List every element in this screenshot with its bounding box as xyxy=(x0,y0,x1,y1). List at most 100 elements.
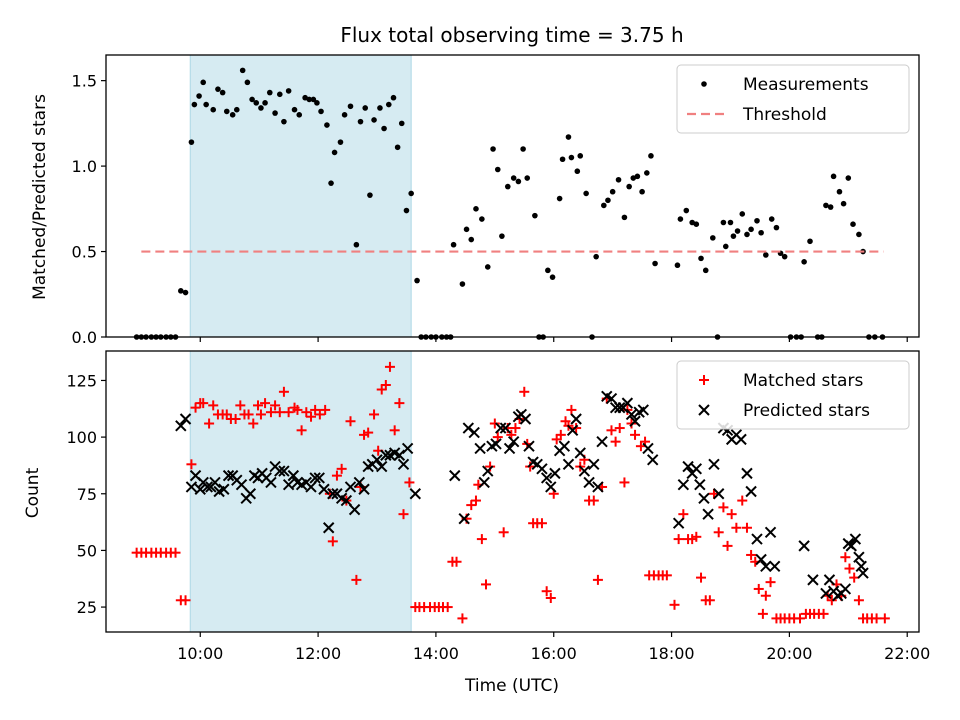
measurement-point xyxy=(249,96,255,103)
measurement-point xyxy=(720,219,727,226)
measurement-point xyxy=(727,219,734,226)
predicted-star-point xyxy=(185,481,198,493)
matched-star-point xyxy=(737,495,748,506)
predicted-star-point xyxy=(574,447,586,459)
predicted-star-point xyxy=(175,420,187,432)
measurement-point xyxy=(634,173,641,180)
predicted-star-point xyxy=(637,404,649,416)
predicted-star-point xyxy=(755,553,767,566)
y-tick-label: 75 xyxy=(77,485,97,504)
predicted-star-point xyxy=(540,472,553,484)
x-tick-label: 20:00 xyxy=(766,644,812,663)
predicted-star-point xyxy=(474,442,486,455)
predicted-star-point xyxy=(629,415,641,427)
measurement-point xyxy=(621,214,628,221)
measurement-point xyxy=(577,153,584,159)
predicted-star-point xyxy=(322,522,335,534)
measurement-point xyxy=(515,178,522,185)
y-tick-label: 1.5 xyxy=(72,72,97,91)
predicted-star-point xyxy=(677,478,690,491)
matched-star-point xyxy=(614,423,625,434)
legend-matched-marker xyxy=(699,375,709,385)
measurement-point xyxy=(337,139,344,145)
measurement-point xyxy=(310,96,317,103)
y-tick-label: 25 xyxy=(77,598,97,617)
top-y-axis-label: Matched/Predicted stars xyxy=(30,94,50,300)
measurement-point xyxy=(510,175,517,181)
measurement-point xyxy=(233,106,240,113)
measurement-point xyxy=(324,122,330,128)
measurement-point xyxy=(371,117,377,123)
matched-star-point xyxy=(610,436,621,447)
measurement-point xyxy=(807,238,813,245)
predicted-star-point xyxy=(592,481,604,493)
measurement-point xyxy=(381,125,387,132)
measurement-point xyxy=(463,226,470,233)
measurement-point xyxy=(565,134,572,140)
matched-star-point xyxy=(844,563,855,574)
matched-star-point xyxy=(545,593,556,604)
predicted-star-point xyxy=(449,469,461,482)
measurement-point xyxy=(196,93,202,99)
predicted-star-point xyxy=(490,438,502,450)
measurement-point xyxy=(385,101,392,108)
matched-star-point xyxy=(389,425,400,436)
legend-box xyxy=(676,360,910,430)
predicted-star-point xyxy=(621,397,634,409)
matched-star-point xyxy=(314,409,325,420)
observing-window-highlight xyxy=(189,54,412,338)
matched-star-point xyxy=(270,400,281,411)
measurement-point xyxy=(504,183,511,190)
measurement-point xyxy=(520,146,526,152)
matched-star-point xyxy=(536,518,547,529)
predicted-star-point xyxy=(458,512,470,525)
legend-entry-label: Threshold xyxy=(742,105,827,125)
predicted-star-point xyxy=(642,442,654,455)
measurement-point xyxy=(545,267,551,274)
predicted-star-point xyxy=(712,488,725,500)
measurement-point xyxy=(850,221,856,227)
predicted-star-point xyxy=(344,481,357,493)
measurement-point xyxy=(601,202,607,209)
matched-star-point xyxy=(718,502,729,513)
predicted-star-point xyxy=(570,413,582,425)
predicted-star-point xyxy=(672,517,685,529)
measurement-point xyxy=(468,236,475,243)
measurement-point xyxy=(710,235,716,241)
measurement-point xyxy=(341,112,348,118)
matched-star-point xyxy=(230,413,241,424)
y-tick-label: 0.0 xyxy=(72,328,97,347)
measurement-point xyxy=(314,100,320,106)
predicted-star-point xyxy=(313,472,325,484)
measurement-point xyxy=(203,101,209,108)
predicted-star-point xyxy=(760,560,772,572)
predicted-star-point xyxy=(735,433,747,446)
measurement-point xyxy=(609,188,616,195)
matched-star-point xyxy=(336,463,347,474)
predicted-star-point xyxy=(694,478,706,491)
matched-star-point xyxy=(394,398,405,409)
measurement-point xyxy=(639,188,645,195)
matched-star-point xyxy=(592,574,603,585)
matched-star-point xyxy=(691,531,702,542)
predicted-star-point xyxy=(823,574,836,586)
matched-star-point xyxy=(489,418,500,429)
predicted-star-point xyxy=(614,401,626,414)
matched-star-point xyxy=(363,427,374,438)
matched-star-point xyxy=(186,459,197,470)
matched-star-point xyxy=(741,522,752,533)
predicted-star-point xyxy=(855,560,867,572)
measurement-point xyxy=(674,262,681,269)
predicted-star-point xyxy=(768,560,781,572)
measurement-point xyxy=(763,252,769,258)
measurement-point xyxy=(219,89,226,96)
measurement-point xyxy=(593,253,599,260)
x-tick-label: 14:00 xyxy=(413,644,459,663)
predicted-star-point xyxy=(305,481,317,493)
predicted-star-point xyxy=(845,540,857,552)
chart-title: Flux total observing time = 3.75 h xyxy=(340,23,683,47)
measurement-point xyxy=(856,231,862,238)
measurement-point xyxy=(253,100,260,106)
predicted-star-point xyxy=(849,533,862,545)
matched-star-point xyxy=(369,409,380,420)
